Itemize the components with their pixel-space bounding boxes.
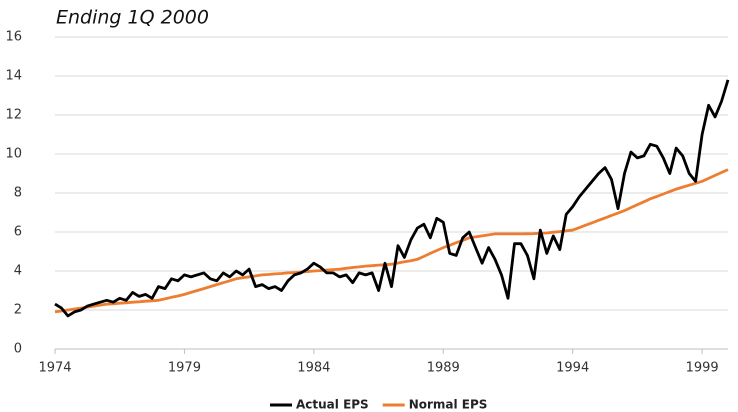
y-tick-label: 14 [5, 69, 22, 84]
y-tick-label: 4 [14, 264, 22, 279]
x-tick-label: 1979 [168, 361, 201, 376]
x-tick-label: 1989 [427, 361, 460, 376]
y-tick-label: 16 [5, 30, 22, 45]
series-line [54, 79, 730, 318]
y-tick-label: 8 [14, 186, 22, 201]
y-tick-label: 12 [5, 108, 22, 123]
y-tick-label: 0 [14, 342, 22, 357]
y-tick-label: 10 [5, 147, 22, 162]
x-tick-label: 1974 [38, 361, 71, 376]
chart-title: Ending 1Q 2000 [56, 7, 209, 29]
x-tick-label: 1994 [556, 361, 589, 376]
series-line [54, 168, 729, 314]
y-tick-label: 6 [14, 225, 22, 240]
x-tick-label: 1999 [686, 361, 719, 376]
y-tick-label: 2 [14, 303, 22, 318]
legend-label: Normal EPS [409, 398, 488, 412]
legend-label: Actual EPS [296, 398, 369, 412]
x-tick-label: 1984 [297, 361, 330, 376]
